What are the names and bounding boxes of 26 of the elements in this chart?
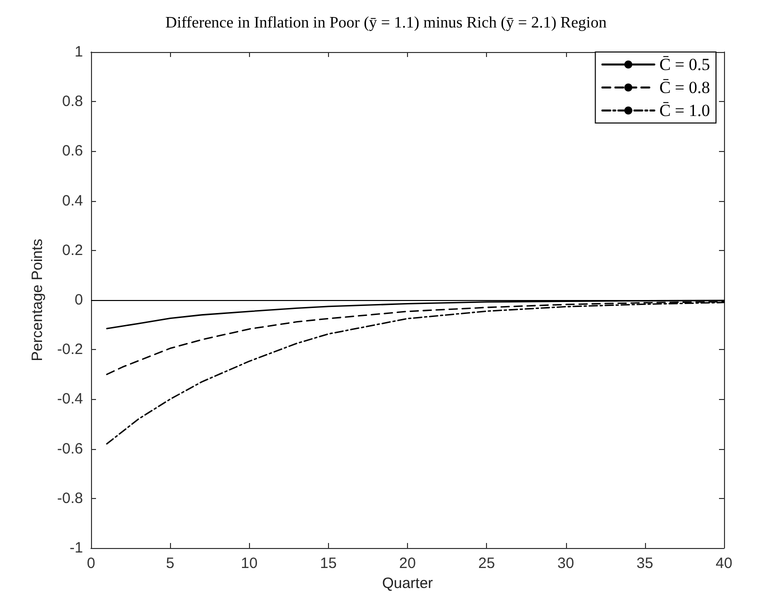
y-tick-label: -0.2 [57, 341, 83, 358]
y-tick-label: -1 [70, 540, 83, 556]
chart-title: Difference in Inflation in Poor (ȳ = 1.1) minus Rich (ȳ = 2.1) Region [165, 14, 607, 32]
legend-label: C̄ = 1.0 [659, 101, 710, 120]
x-tick-label: 40 [716, 555, 732, 572]
y-tick-label: 0.6 [62, 142, 83, 160]
legend-label: C̄ = 0.8 [659, 78, 710, 97]
y-tick-label: -0.4 [57, 390, 83, 408]
y-tick-label: 0.2 [62, 242, 83, 259]
x-axis-title: Quarter [382, 574, 433, 592]
y-tick-label: 0.4 [62, 192, 83, 210]
legend-label: C̄ = 0.5 [659, 55, 710, 74]
x-tick-label: 30 [557, 555, 574, 572]
y-tick-label: 0.8 [62, 93, 83, 110]
x-tick-label: 25 [478, 555, 495, 572]
y-tick-label: 1 [74, 44, 83, 60]
x-tick-label: 15 [320, 555, 337, 572]
y-tick-label: 0 [74, 292, 83, 308]
y-tick-label: -0.6 [57, 440, 83, 458]
x-tick-label: 10 [240, 555, 258, 572]
x-tick-label: 35 [636, 555, 654, 572]
x-tick-label: 20 [399, 555, 416, 572]
x-tick-label: 0 [86, 555, 96, 572]
y-axis-title: Percentage Points [29, 238, 46, 362]
y-tick-label: -0.8 [57, 490, 83, 507]
x-tick-label: 5 [166, 555, 174, 572]
